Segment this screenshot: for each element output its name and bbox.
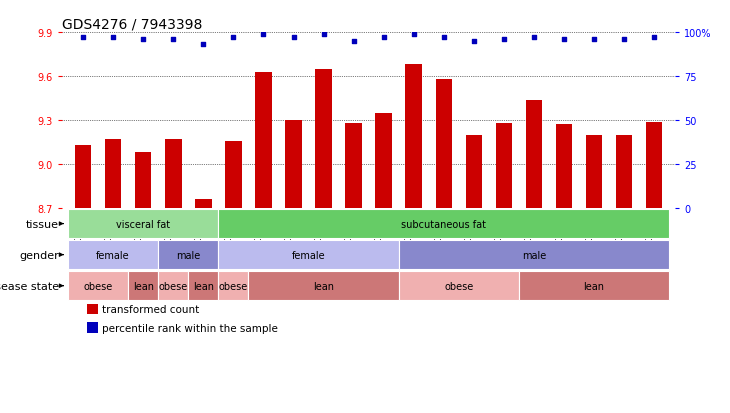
Text: subcutaneous fat: subcutaneous fat: [402, 219, 486, 229]
Bar: [436, 80, 452, 209]
Text: obese: obese: [444, 281, 474, 291]
Text: female: female: [96, 250, 130, 260]
Bar: [158, 272, 188, 300]
Bar: [87, 304, 98, 315]
Bar: [218, 241, 399, 269]
Text: lean: lean: [193, 281, 214, 291]
Bar: [87, 323, 98, 333]
Text: lean: lean: [133, 281, 154, 291]
Bar: [519, 272, 669, 300]
Point: [288, 35, 299, 42]
Point: [107, 35, 119, 42]
Bar: [188, 272, 218, 300]
Bar: [128, 272, 158, 300]
Bar: [68, 241, 158, 269]
Bar: [135, 153, 152, 209]
Text: male: male: [176, 250, 201, 260]
Point: [167, 37, 179, 43]
Bar: [195, 200, 212, 209]
Point: [588, 37, 600, 43]
Bar: [405, 65, 422, 209]
Bar: [248, 272, 399, 300]
Bar: [616, 135, 632, 209]
Text: male: male: [522, 250, 546, 260]
Bar: [466, 135, 482, 209]
Bar: [158, 241, 218, 269]
Bar: [375, 114, 392, 209]
Bar: [255, 73, 272, 209]
Point: [137, 37, 149, 43]
Text: transformed count: transformed count: [102, 304, 199, 314]
Bar: [556, 125, 572, 209]
Text: obese: obese: [219, 281, 248, 291]
Bar: [68, 210, 218, 238]
Text: obese: obese: [158, 281, 188, 291]
Bar: [399, 241, 669, 269]
Bar: [75, 146, 91, 209]
Bar: [218, 272, 248, 300]
Point: [228, 35, 239, 42]
Point: [347, 38, 359, 45]
Point: [318, 31, 329, 38]
Point: [198, 42, 210, 49]
Text: lean: lean: [313, 281, 334, 291]
Point: [648, 35, 660, 42]
Text: female: female: [292, 250, 326, 260]
Point: [378, 35, 390, 42]
Point: [498, 37, 510, 43]
Text: tissue: tissue: [26, 219, 59, 229]
Bar: [586, 135, 602, 209]
Bar: [496, 124, 512, 209]
Bar: [315, 70, 332, 209]
Bar: [105, 140, 121, 209]
Point: [528, 35, 539, 42]
Bar: [68, 272, 128, 300]
Bar: [399, 272, 519, 300]
Bar: [218, 210, 669, 238]
Text: visceral fat: visceral fat: [116, 219, 170, 229]
Text: gender: gender: [19, 250, 59, 260]
Bar: [225, 141, 242, 209]
Bar: [165, 140, 182, 209]
Bar: [285, 121, 301, 209]
Bar: [646, 122, 663, 209]
Point: [258, 31, 269, 38]
Point: [438, 35, 450, 42]
Point: [558, 37, 570, 43]
Text: disease state: disease state: [0, 281, 59, 291]
Point: [618, 37, 630, 43]
Text: obese: obese: [83, 281, 112, 291]
Text: lean: lean: [583, 281, 604, 291]
Text: percentile rank within the sample: percentile rank within the sample: [102, 323, 278, 333]
Point: [468, 38, 480, 45]
Bar: [345, 124, 362, 209]
Text: GDS4276 / 7943398: GDS4276 / 7943398: [62, 18, 202, 32]
Point: [77, 35, 89, 42]
Point: [408, 31, 420, 38]
Bar: [526, 100, 542, 209]
